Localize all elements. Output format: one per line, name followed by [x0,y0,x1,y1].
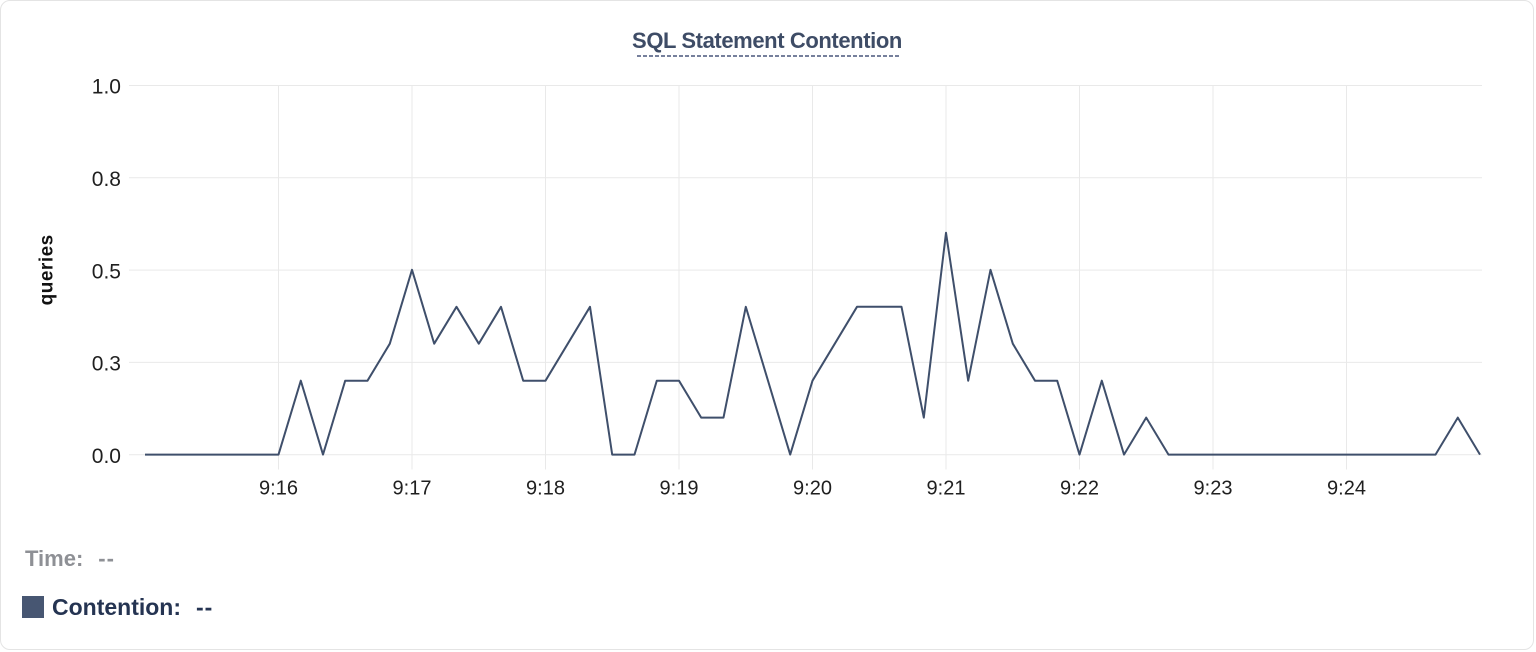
svg-text:1.0: 1.0 [92,76,121,99]
svg-text:0.0: 0.0 [92,445,121,468]
svg-text:9:20: 9:20 [793,478,832,500]
svg-text:9:16: 9:16 [259,478,298,500]
svg-text:0.8: 0.8 [92,168,121,191]
svg-text:9:18: 9:18 [526,478,565,500]
svg-text:9:23: 9:23 [1194,478,1233,500]
svg-text:queries: queries [37,234,58,305]
svg-text:9:17: 9:17 [393,478,432,500]
svg-text:9:22: 9:22 [1060,478,1099,500]
svg-text:0.3: 0.3 [92,353,121,376]
svg-text:9:24: 9:24 [1327,478,1366,500]
svg-text:9:21: 9:21 [927,478,966,500]
svg-text:9:19: 9:19 [660,478,699,500]
svg-text:0.5: 0.5 [92,260,121,283]
